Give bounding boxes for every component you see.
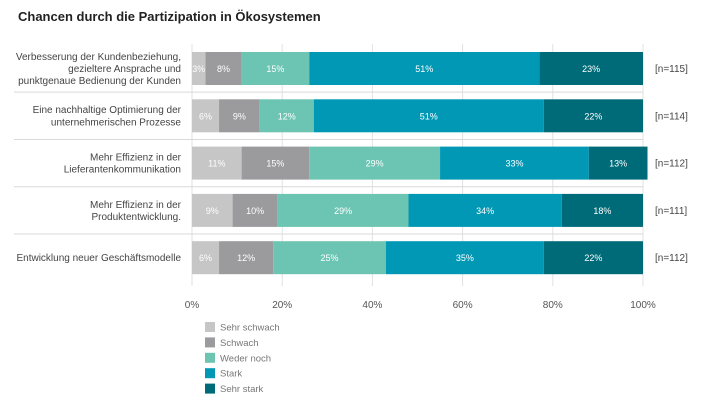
- category-labels: Verbesserung der Kundenbeziehung,gezielt…: [16, 52, 182, 264]
- category-label: Verbesserung der Kundenbeziehung,: [16, 52, 181, 63]
- bar-segment: [313, 99, 544, 133]
- n-labels: [n=115] [n=114] [n=112] [n=111] [n=112]: [655, 64, 688, 264]
- data-label: 18%: [593, 206, 611, 216]
- data-label: 11%: [208, 159, 225, 169]
- n-label: [n=115]: [655, 64, 688, 75]
- bar-segment: [219, 241, 274, 275]
- data-label: 33%: [505, 159, 523, 169]
- category-label: Entwicklung neuer Geschäftsmodelle: [16, 253, 181, 264]
- bar-segment: [259, 99, 314, 133]
- data-label: 6%: [199, 111, 212, 121]
- bar-segment: [277, 193, 409, 227]
- data-label: 12%: [278, 111, 296, 121]
- data-label: 6%: [199, 253, 212, 263]
- x-axis-ticks: 0% 20% 40% 60% 80% 100%: [185, 300, 656, 311]
- bar-segment: [192, 146, 242, 180]
- n-label: [n=114]: [655, 111, 688, 122]
- legend-swatch: [205, 322, 215, 332]
- data-label: 10%: [246, 206, 264, 216]
- data-label: 13%: [609, 159, 627, 169]
- legend-label: Schwach: [220, 338, 259, 349]
- data-label: 9%: [206, 206, 219, 216]
- bar-segment: [543, 241, 643, 275]
- x-tick-label: 60%: [453, 300, 473, 311]
- n-label: [n=111]: [655, 206, 687, 217]
- x-tick-label: 100%: [630, 300, 656, 311]
- row-separators: [14, 91, 643, 235]
- data-label: 12%: [237, 253, 255, 263]
- data-label: 29%: [366, 159, 384, 169]
- data-label: 34%: [476, 206, 494, 216]
- bar-segment: [241, 146, 310, 180]
- legend-swatch: [205, 337, 215, 348]
- data-label: 8%: [217, 64, 230, 74]
- legend-label: Stark: [220, 369, 242, 380]
- bar-segment: [543, 99, 643, 133]
- data-label: 15%: [266, 159, 284, 169]
- bar-segment: [192, 241, 220, 275]
- category-label: gezieltere Ansprache und: [68, 64, 181, 75]
- data-label: 51%: [415, 64, 433, 74]
- data-label: 22%: [584, 111, 602, 121]
- legend-swatch: [205, 383, 215, 394]
- bar-segment: [241, 52, 310, 85]
- bar-segment: [309, 52, 540, 85]
- bar-segment: [588, 146, 648, 180]
- category-label: Mehr Effizienz in der: [90, 200, 182, 211]
- bar-segment: [273, 241, 386, 275]
- legend-swatch: [205, 368, 215, 379]
- category-label: Produktentwicklung.: [92, 212, 182, 223]
- category-label: punktgenaue Bedienung der Kunden: [18, 76, 181, 87]
- bar-segment: [192, 193, 233, 227]
- bar-segment: [539, 52, 643, 85]
- data-label: 35%: [456, 253, 474, 263]
- legend-label: Sehr schwach: [220, 323, 280, 334]
- bar-segment: [219, 99, 260, 133]
- bar-segment: [205, 52, 242, 85]
- data-label: 3%: [192, 64, 205, 74]
- n-label: [n=112]: [655, 159, 688, 170]
- bar-segment: [440, 146, 589, 180]
- data-label: 25%: [321, 253, 339, 263]
- category-label: unternehmerischen Prozesse: [51, 117, 182, 128]
- bar-segment: [232, 193, 278, 227]
- data-label: 22%: [584, 253, 602, 263]
- data-label: 51%: [420, 111, 438, 121]
- x-tick-label: 0%: [185, 300, 200, 311]
- legend-label: Sehr stark: [220, 384, 264, 395]
- data-label: 29%: [334, 206, 352, 216]
- data-label: 15%: [266, 64, 284, 74]
- bar-segment: [408, 193, 562, 227]
- x-tick-label: 20%: [272, 300, 292, 311]
- bar-segment: [192, 52, 206, 85]
- legend-label: Weder noch: [220, 353, 271, 364]
- data-label: 9%: [233, 111, 246, 121]
- category-label: Mehr Effizienz in der: [90, 153, 182, 164]
- bar-segment: [309, 146, 441, 180]
- x-tick-label: 40%: [362, 300, 382, 311]
- bar-segment: [561, 193, 643, 227]
- data-label: 23%: [582, 64, 600, 74]
- x-tick-label: 80%: [543, 300, 563, 311]
- bar-segment: [192, 99, 220, 133]
- category-label: Lieferantenkommunikation: [64, 165, 181, 176]
- category-label: Eine nachhaltige Optimierung der: [33, 105, 182, 116]
- legend: Sehr schwach Schwach Weder noch Stark Sehr s…: [205, 322, 280, 395]
- legend-swatch: [205, 352, 215, 363]
- bar-segment: [385, 241, 544, 275]
- bars: 3% 8% 15% 51% 23% 6% 9% 12% 51% 22% 11% 15% 29% 33% 13…: [192, 52, 648, 275]
- n-label: [n=112]: [655, 253, 688, 264]
- chart-title: Chancen durch die Partizipation in Ökosy…: [18, 9, 321, 24]
